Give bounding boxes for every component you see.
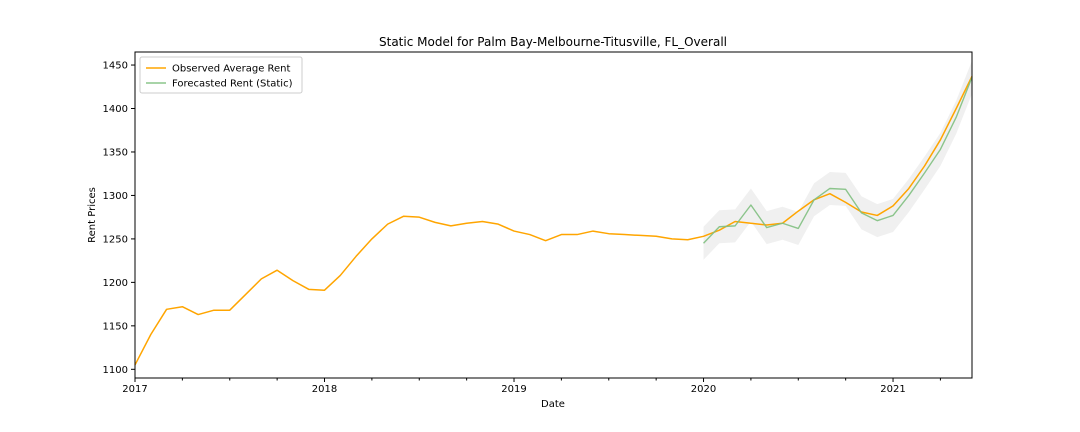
axes: 1100 1150 1200 1250 1300 1350 1400 1450 2017 2018… [103, 61, 941, 395]
x-tick-label: 2019 [501, 384, 526, 395]
x-tick-label: 2017 [122, 384, 147, 395]
confidence-band [703, 60, 972, 260]
plot-area [134, 60, 973, 366]
legend-label-forecast: Forecasted Rent (Static) [172, 79, 293, 90]
x-tick-label: 2018 [312, 384, 337, 395]
forecast-rent-line [703, 76, 973, 244]
plot-frame [134, 51, 973, 379]
y-tick-label: 1250 [103, 234, 128, 245]
legend: Observed Average Rent Forecasted Rent (St… [139, 56, 303, 94]
chart-title: Static Model for Palm Bay-Melbourne-Titu… [379, 35, 727, 49]
legend-label-observed: Observed Average Rent [172, 64, 291, 75]
y-tick-label: 1400 [103, 104, 128, 115]
x-tick-label: 2020 [691, 384, 716, 395]
y-axis-label: Rent Prices [87, 187, 98, 243]
legend-box [139, 56, 303, 94]
y-tick-label: 1350 [103, 147, 128, 158]
observed-rent-line [134, 76, 973, 366]
x-axis-label: Date [541, 399, 565, 410]
y-tick-label: 1450 [103, 61, 128, 72]
x-tick-label: 2021 [880, 384, 905, 395]
y-tick-label: 1300 [103, 191, 128, 202]
y-tick-label: 1100 [103, 365, 128, 376]
y-tick-label: 1200 [103, 278, 128, 289]
y-tick-label: 1150 [103, 321, 128, 332]
